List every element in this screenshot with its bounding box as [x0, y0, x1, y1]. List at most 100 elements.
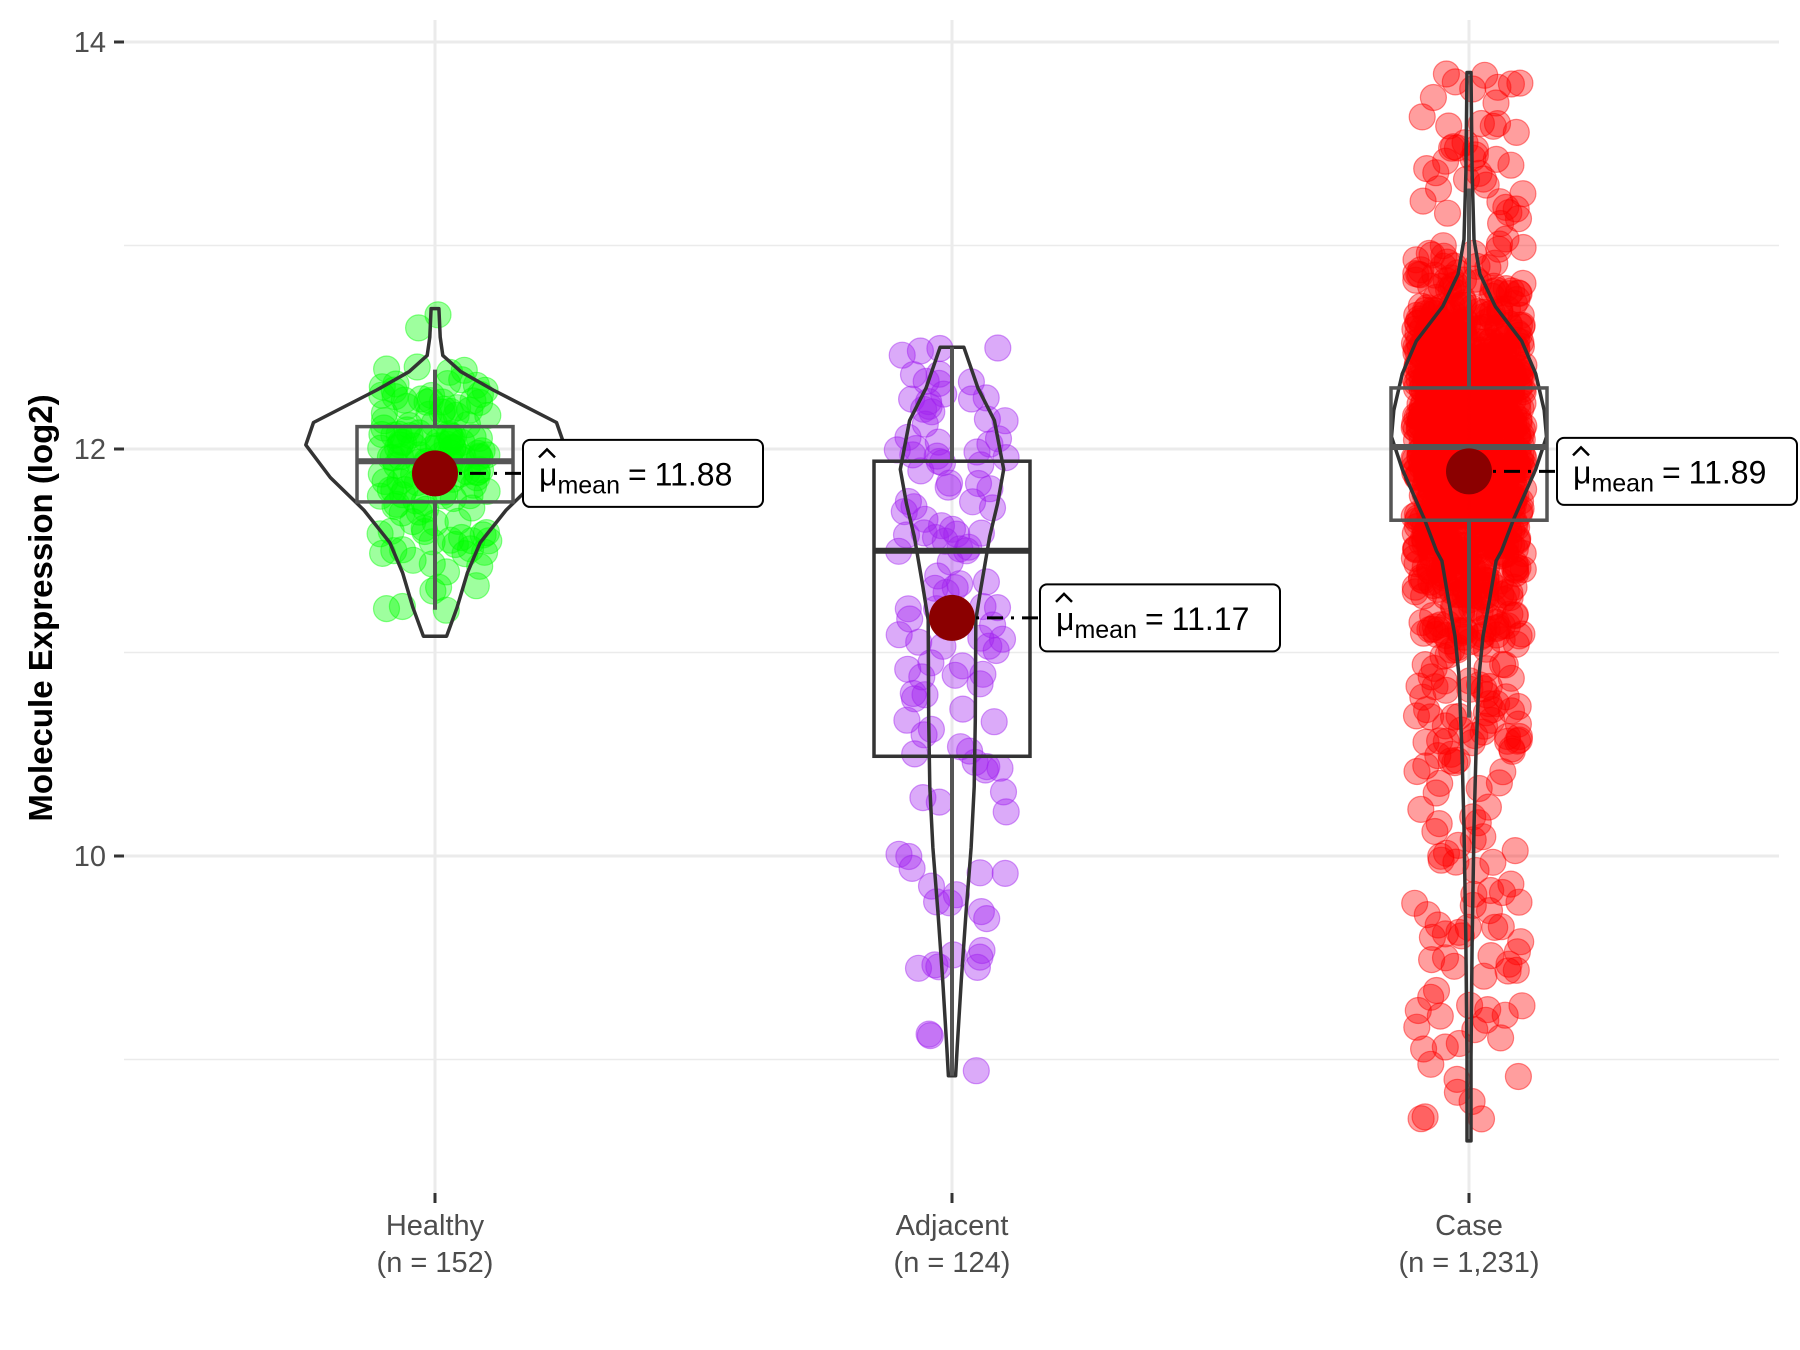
data-point: [1415, 466, 1444, 494]
data-point: [1450, 306, 1479, 334]
data-point: [1432, 676, 1460, 704]
data-point: [1434, 384, 1463, 412]
data-point: [1402, 702, 1431, 730]
data-point: [904, 954, 933, 982]
data-point: [1486, 397, 1515, 425]
box-layer: [355, 188, 1549, 1076]
data-point: [1489, 479, 1517, 507]
data-point: [1502, 412, 1530, 440]
data-point: [966, 943, 994, 971]
data-point: [1442, 503, 1471, 531]
data-point: [1482, 410, 1510, 438]
data-point: [1440, 412, 1468, 440]
data-point: [410, 514, 438, 542]
data-point: [399, 507, 427, 536]
data-point: [1504, 205, 1533, 233]
data-point: [1432, 727, 1460, 756]
data-point: [1405, 365, 1433, 393]
data-point: [1503, 455, 1531, 483]
data-point: [1427, 482, 1456, 510]
data-point: [1443, 394, 1472, 422]
data-point: [1446, 561, 1474, 590]
data-point: [1450, 411, 1479, 439]
data-point: [1421, 613, 1450, 641]
mean-point: [1446, 448, 1492, 495]
data-point: [1412, 695, 1441, 724]
data-point: [1479, 112, 1507, 140]
data-point: [1445, 354, 1473, 382]
data-point: [1426, 1002, 1454, 1030]
data-point: [1431, 712, 1459, 740]
data-point: [1405, 401, 1434, 429]
data-point: [1500, 401, 1528, 429]
x-tick-label: Case: [1435, 1210, 1503, 1242]
data-point: [1469, 165, 1498, 193]
data-point: [1432, 480, 1460, 508]
data-point: [1449, 400, 1477, 428]
data-point: [1473, 404, 1502, 432]
data-point: [989, 778, 1018, 806]
data-point: [1404, 320, 1432, 348]
data-point: [986, 754, 1014, 782]
x-tick-sublabel: (n = 152): [377, 1247, 494, 1279]
data-point: [1416, 703, 1445, 731]
data-point: [1510, 412, 1538, 440]
data-point: [1464, 410, 1492, 438]
data-point: [1502, 556, 1530, 584]
data-point: [1472, 412, 1500, 440]
data-point: [1501, 836, 1529, 865]
data-point: [1436, 327, 1464, 355]
x-tick-label: Adjacent: [896, 1210, 1009, 1242]
data-point: [1401, 578, 1429, 606]
mean-point: [412, 450, 458, 497]
data-point: [911, 410, 939, 438]
data-point: [1426, 320, 1454, 348]
data-point: [1496, 583, 1524, 612]
data-point: [1436, 529, 1464, 557]
data-point: [893, 706, 921, 734]
data-point: [1429, 329, 1457, 357]
data-point: [1411, 403, 1440, 432]
data-point: [1459, 566, 1487, 594]
data-point: [1472, 405, 1500, 434]
data-point: [1480, 357, 1508, 385]
data-point: [1412, 728, 1440, 756]
data-point: [1464, 504, 1492, 532]
data-point: [1471, 342, 1500, 370]
data-point: [1454, 394, 1482, 423]
data-point: [1407, 356, 1435, 384]
data-point: [383, 490, 411, 518]
data-point: [983, 593, 1012, 622]
data-point: [1501, 550, 1529, 578]
data-point: [1432, 310, 1460, 338]
data-point: [1435, 319, 1463, 347]
data-point: [1437, 332, 1466, 361]
data-point: [1402, 246, 1430, 274]
data-point: [1451, 548, 1480, 577]
data-point: [388, 499, 416, 527]
data-point: [1479, 394, 1507, 422]
data-point: [1450, 616, 1479, 645]
data-point: [966, 859, 994, 887]
data-point: [1505, 455, 1533, 483]
data-point: [935, 889, 964, 917]
hat-icon: [1572, 445, 1590, 457]
data-point: [1491, 474, 1520, 502]
data-point: [1407, 404, 1435, 432]
data-point: [1419, 384, 1448, 412]
data-point: [1489, 470, 1518, 498]
data-point: [1426, 393, 1455, 421]
data-point: [941, 661, 969, 689]
data-point: [1471, 496, 1499, 524]
data-point: [1405, 413, 1434, 441]
data-point: [1497, 664, 1525, 692]
data-point: [1442, 377, 1471, 405]
data-point: [1438, 321, 1467, 349]
data-point: [942, 881, 971, 909]
data-point: [916, 1021, 944, 1050]
data-point: [1446, 349, 1474, 377]
data-point: [1489, 758, 1517, 786]
data-point: [1494, 338, 1522, 366]
data-point: [1452, 371, 1480, 399]
data-point: [1502, 559, 1530, 588]
